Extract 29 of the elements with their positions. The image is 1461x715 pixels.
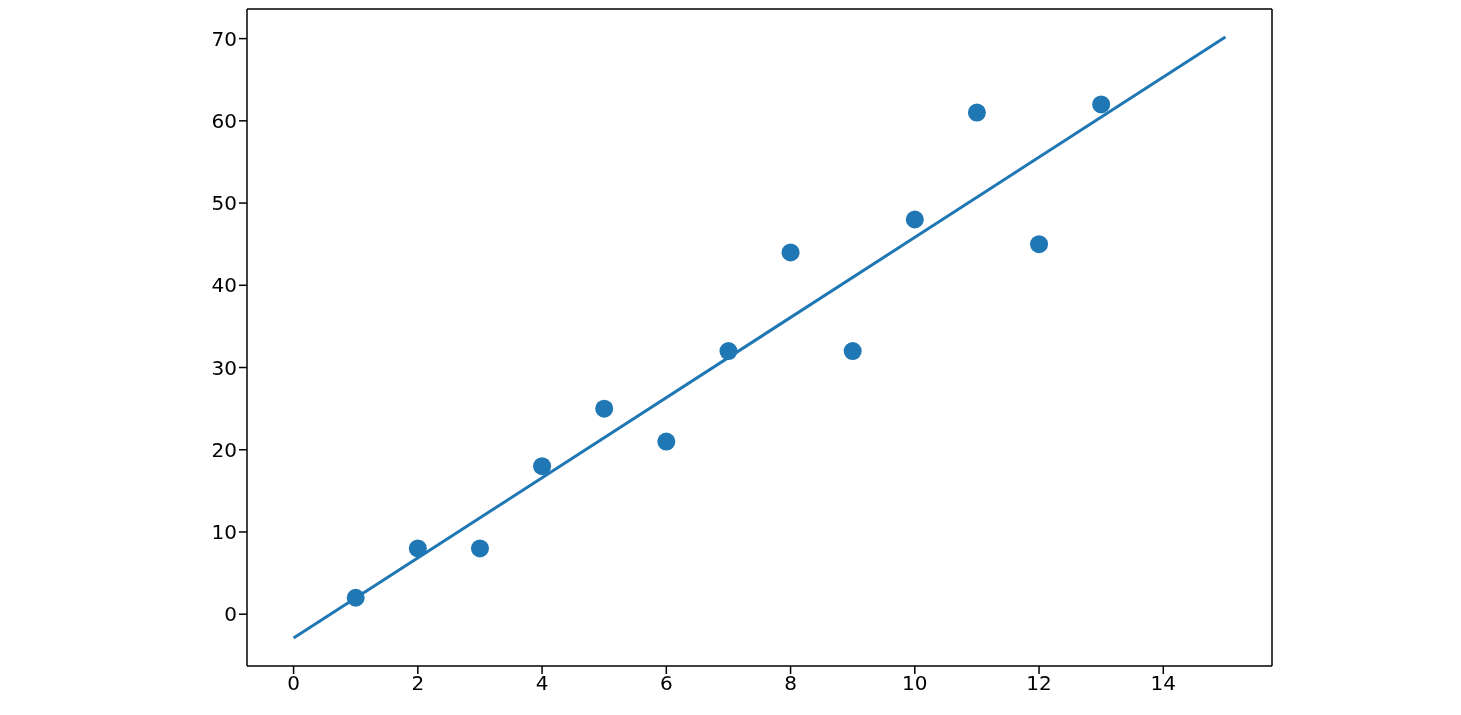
x-tick-label: 6 [659,671,673,696]
point [533,457,552,476]
point [843,342,862,361]
y-tick-label: 70 [211,26,237,51]
y-tick-label: 0 [224,602,237,627]
y-tick-label: 30 [211,355,237,380]
point [781,243,800,262]
y-tick-label: 40 [211,273,237,298]
point [657,432,676,451]
y-tick-label: 10 [211,520,237,545]
x-tick-label: 12 [1026,671,1052,696]
x-tick-label: 8 [784,671,797,696]
point [905,210,924,229]
point [719,342,738,361]
y-tick-label: 60 [211,108,237,133]
point [1030,235,1049,254]
point [346,588,365,607]
y-tick-label: 50 [211,191,237,216]
point [595,399,614,418]
point [1092,95,1111,114]
point [967,103,986,122]
x-tick-label: 4 [535,671,549,696]
x-tick-label: 2 [411,671,425,696]
point [470,539,489,558]
point [408,539,427,558]
x-tick-label: 14 [1150,671,1177,696]
x-tick-label: 0 [287,671,300,696]
y-tick-label: 20 [211,437,237,462]
x-tick-label: 10 [902,671,928,696]
